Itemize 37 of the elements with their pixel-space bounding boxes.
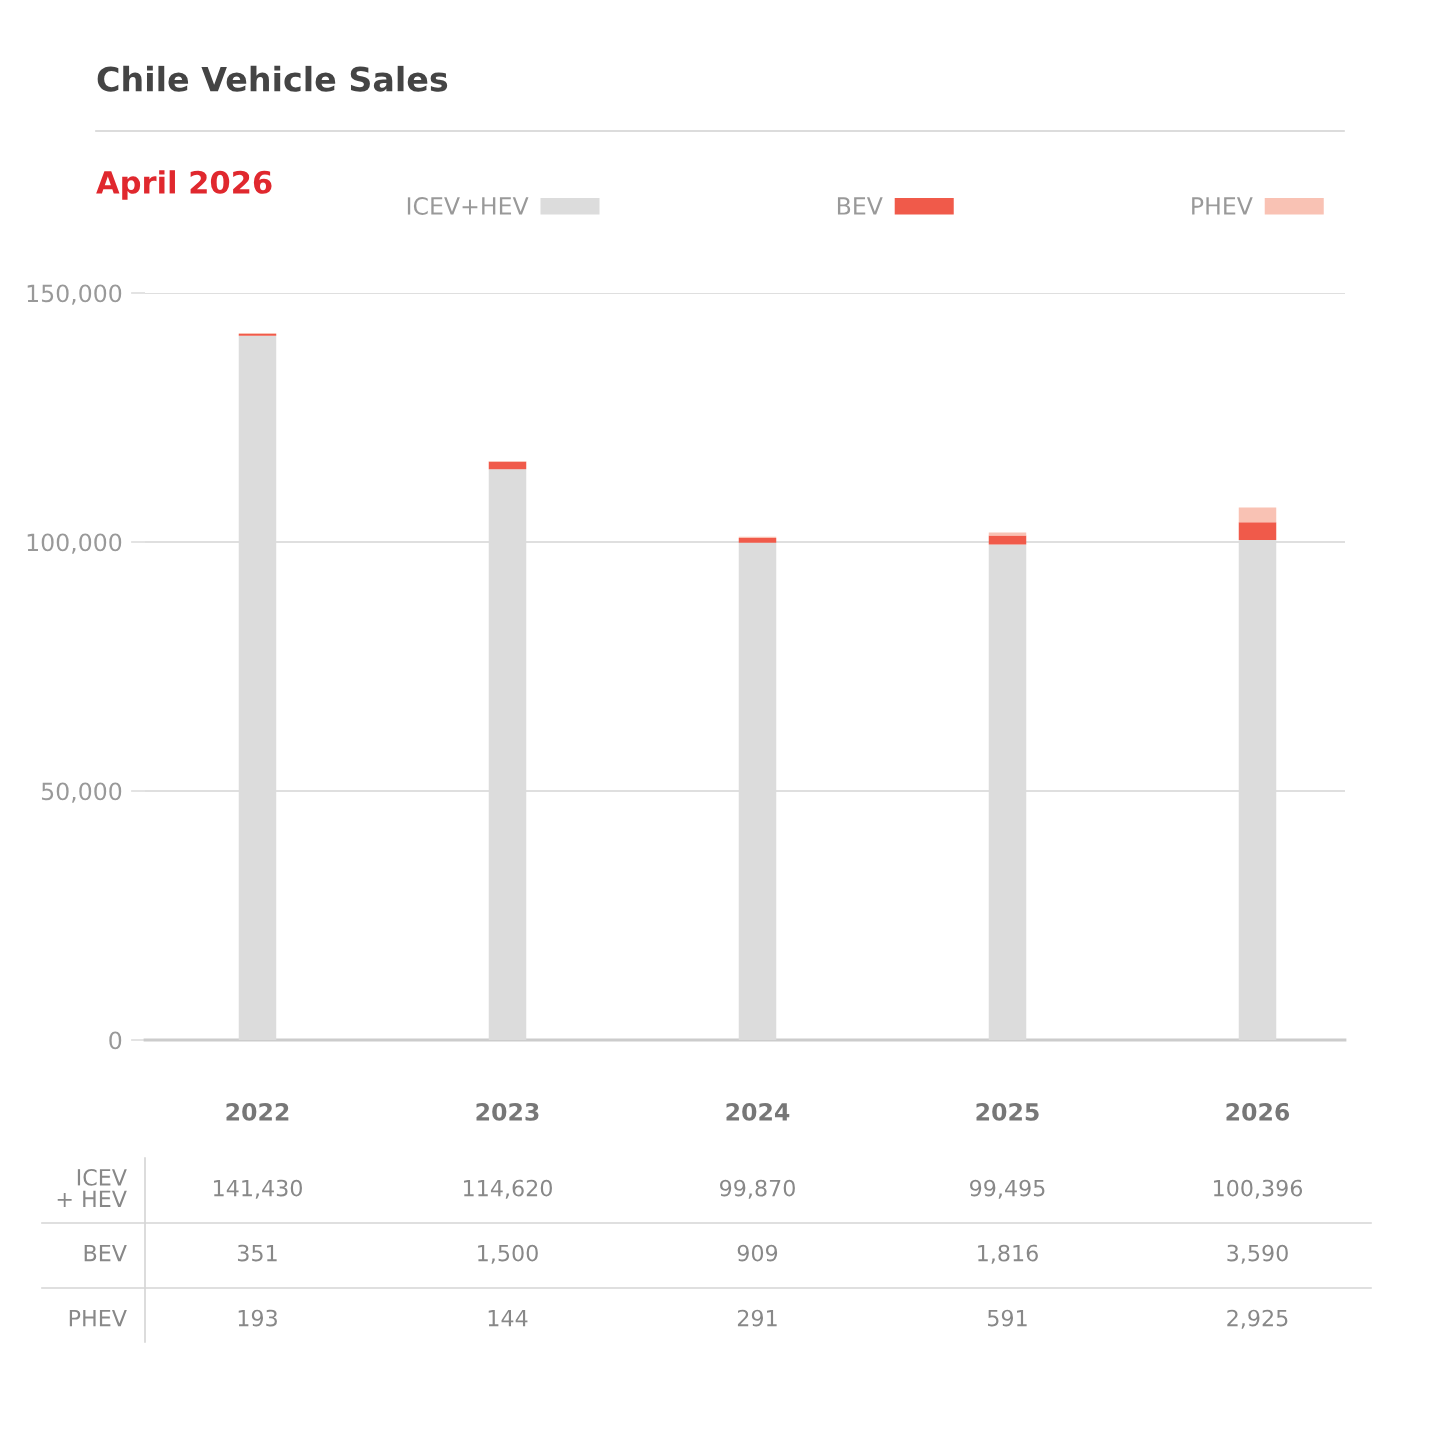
y-tick-label: 150,000 — [27, 284, 122, 305]
data-label: 2,925 — [1227, 1309, 1288, 1329]
data-label: 909 — [737, 1244, 778, 1262]
data-label: 1,500 — [478, 1244, 538, 1264]
y-tick-label: 50,000 — [41, 782, 122, 803]
bar — [1238, 522, 1277, 541]
data-label: 141,430 — [213, 1179, 302, 1199]
bar — [738, 538, 777, 543]
data-label: 99,870 — [720, 1179, 795, 1199]
y-tick-label: 0 — [109, 1031, 122, 1050]
data-label: 1,816 — [978, 1244, 1038, 1264]
x-tick-label: 2026 — [1226, 1102, 1290, 1121]
data-label: 144 — [488, 1309, 528, 1327]
text: ICEV + HEV — [57, 1168, 127, 1207]
legend-label: PHEV — [1192, 197, 1253, 215]
legend-label: ICEV+HEV — [407, 197, 529, 215]
x-tick-label: 2025 — [976, 1102, 1039, 1121]
data-label: 591 — [988, 1309, 1027, 1327]
data-label: 99,495 — [970, 1179, 1045, 1199]
x-tick-label: 2023 — [476, 1102, 539, 1121]
chart-subtitle: April 2026 — [96, 170, 272, 200]
bar — [488, 461, 527, 470]
bar — [1238, 507, 1277, 523]
bar — [988, 535, 1027, 545]
text: BEV — [84, 1244, 127, 1262]
data-label: 114,620 — [463, 1179, 552, 1199]
data-label: 100,396 — [1213, 1179, 1303, 1199]
y-tick-label: 100,000 — [27, 533, 122, 554]
text: PHEV — [69, 1309, 127, 1327]
legend-label: BEV — [837, 197, 883, 215]
data-label: 351 — [237, 1244, 277, 1262]
data-label: 3,590 — [1227, 1244, 1288, 1264]
x-tick-label: 2024 — [726, 1102, 790, 1121]
data-label: 291 — [737, 1309, 777, 1327]
x-tick-label: 2022 — [226, 1102, 289, 1121]
chart-title: Chile Vehicle Sales — [97, 65, 448, 92]
data-label: 193 — [238, 1309, 277, 1327]
